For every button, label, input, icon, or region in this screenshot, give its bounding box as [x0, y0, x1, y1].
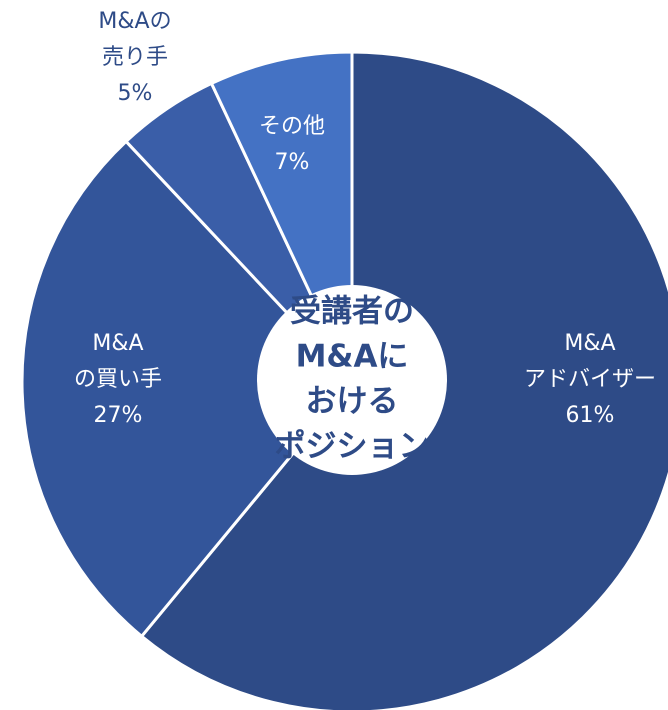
- slice-label: M&Aの売り手 5%: [98, 9, 171, 106]
- slice-label: M&A の買い手 27%: [74, 331, 162, 428]
- text-line: 5%: [118, 81, 153, 106]
- text-line: M&Aの: [98, 9, 171, 34]
- text-line: M&Aに: [296, 338, 409, 374]
- text-line: その他: [259, 114, 325, 139]
- text-line: 7%: [275, 150, 310, 175]
- text-line: ポジション: [275, 428, 430, 464]
- text-line: M&A: [92, 331, 143, 356]
- text-line: 61%: [566, 403, 615, 428]
- chart-title: 受講者の M&Aにおけるポジション: [275, 293, 430, 464]
- text-line: 受講者の: [290, 293, 414, 329]
- donut-hole: [257, 285, 447, 475]
- text-line: アドバイザー: [524, 367, 656, 392]
- slice-label: その他 7%: [259, 114, 325, 175]
- text-line: M&A: [564, 331, 615, 356]
- slice: [20, 139, 354, 639]
- text-line: 売り手: [102, 45, 168, 70]
- slice-label: M&A アドバイザー 61%: [524, 331, 656, 428]
- text-line: の買い手: [74, 367, 162, 392]
- text-line: 27%: [94, 403, 143, 428]
- text-line: おける: [306, 383, 399, 419]
